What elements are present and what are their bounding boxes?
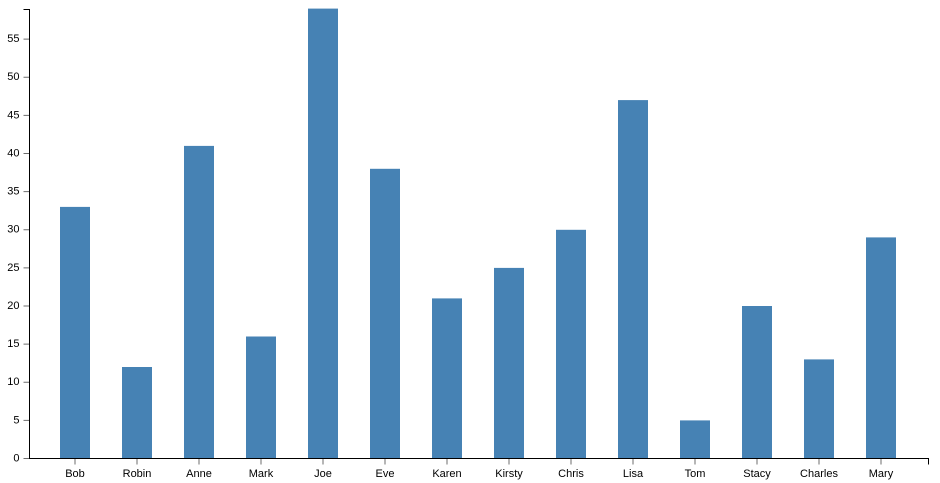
svg-text:Charles: Charles [800,468,838,480]
svg-text:0: 0 [13,452,19,464]
svg-text:25: 25 [7,262,19,274]
svg-text:Joe: Joe [314,468,332,480]
svg-text:Bob: Bob [65,468,85,480]
svg-text:Karen: Karen [432,468,461,480]
svg-text:Kirsty: Kirsty [495,468,523,480]
svg-text:Chris: Chris [558,468,584,480]
svg-text:40: 40 [7,147,19,159]
svg-text:Stacy: Stacy [743,468,771,480]
svg-text:55: 55 [7,33,19,45]
svg-text:30: 30 [7,224,19,236]
svg-text:15: 15 [7,338,19,350]
svg-text:5: 5 [13,414,19,426]
svg-text:Robin: Robin [123,468,152,480]
svg-text:50: 50 [7,71,19,83]
svg-text:10: 10 [7,376,19,388]
svg-text:Anne: Anne [186,468,212,480]
svg-text:35: 35 [7,186,19,198]
svg-text:Eve: Eve [376,468,395,480]
svg-text:Mary: Mary [869,468,894,480]
svg-text:Mark: Mark [249,468,274,480]
svg-text:Tom: Tom [685,468,706,480]
svg-text:Lisa: Lisa [623,468,644,480]
svg-text:20: 20 [7,300,19,312]
svg-text:45: 45 [7,109,19,121]
